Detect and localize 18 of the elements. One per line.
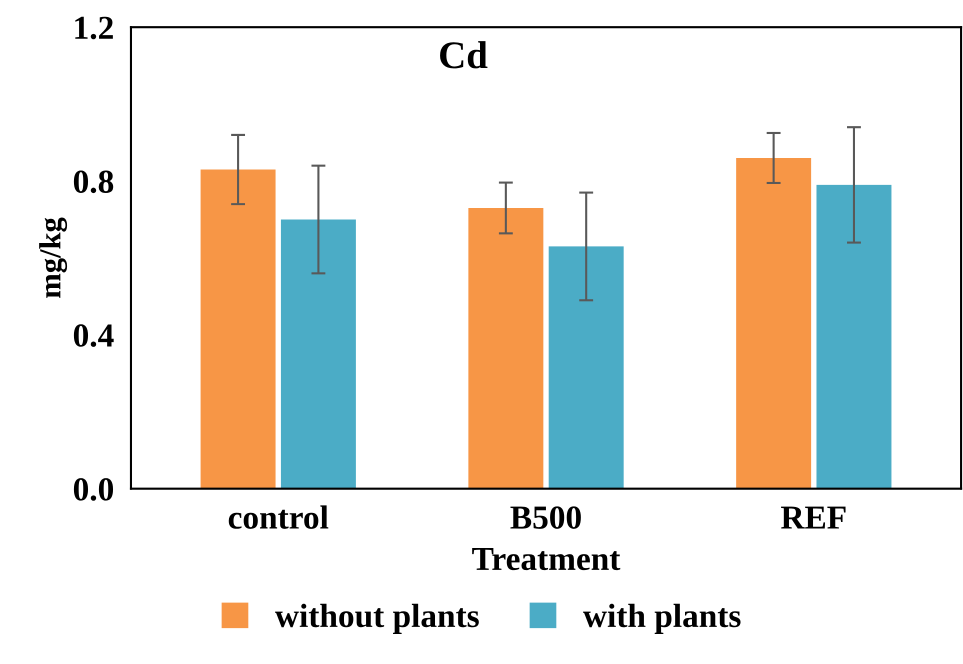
bar <box>468 208 544 489</box>
y-tick-label: 0.4 <box>74 324 114 347</box>
chart-title: Cd <box>440 41 488 68</box>
y-axis-title: mg/kg <box>39 218 68 298</box>
y-tick-label: 0.0 <box>74 478 114 501</box>
x-tick-label: B500 <box>510 506 581 529</box>
bar <box>736 158 812 489</box>
y-tick-label: 1.2 <box>75 16 113 40</box>
x-axis-title: Treatment <box>472 548 620 570</box>
x-tick-label: control <box>228 505 328 529</box>
legend-label: without plants <box>275 604 479 634</box>
bar <box>200 170 276 489</box>
legend-label: with plants <box>583 604 741 634</box>
x-tick-label: REF <box>781 506 846 528</box>
bar <box>548 246 624 489</box>
bar <box>280 220 356 489</box>
bar <box>816 184 892 489</box>
y-tick-label: 0.8 <box>74 170 114 194</box>
